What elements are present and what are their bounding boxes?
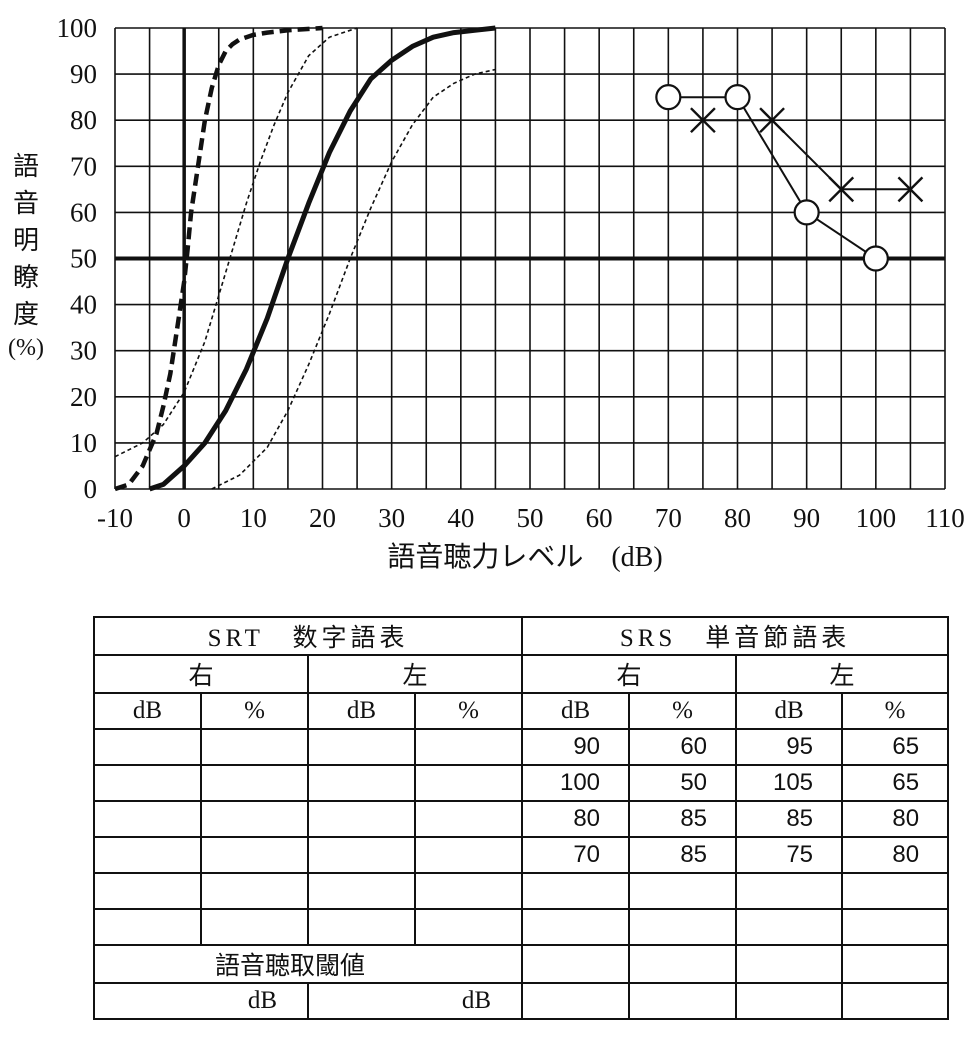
srs-right-pct: 85: [628, 836, 738, 874]
y-tick-label: 0: [84, 474, 98, 504]
srs-right-db: 90: [521, 728, 631, 766]
y-axis-label-char: 語: [12, 152, 39, 181]
results-table: SRT 数字語表 SRS 単音節語表 右 左 右 左 dB % dB % dB …: [92, 616, 950, 1020]
srs-right-pct: 60: [628, 728, 738, 766]
circle-marker-point: [793, 199, 820, 226]
x-tick-label: 110: [925, 503, 965, 533]
srs-right-header: 右: [521, 654, 738, 694]
table-row: 90 60 95 65: [93, 728, 950, 766]
y-axis-label-char: 瞭: [12, 263, 39, 292]
reference-curve-thin-dotted: [211, 68, 496, 490]
y-axis-label-char: 度: [12, 300, 39, 329]
table-row: 70 85 75 80: [93, 836, 950, 874]
y-tick-label: 90: [70, 59, 97, 89]
x-tick-label: 70: [655, 503, 682, 533]
cross-series-line: [702, 119, 911, 191]
x-tick-label: 90: [793, 503, 820, 533]
table-row: 100 50 105 65: [93, 764, 950, 802]
x-axis-label: 語音聴力レベル (dB): [387, 541, 662, 573]
x-tick-label: -10: [97, 503, 133, 533]
srs-left-pct: 80: [841, 836, 950, 874]
y-tick-label: 30: [70, 336, 97, 366]
srs-right-pct: 50: [628, 764, 738, 802]
threshold-left-db: dB: [306, 982, 524, 1020]
col-db-header: dB: [735, 692, 844, 730]
col-db-header: dB: [307, 692, 416, 730]
x-tick-label: 50: [517, 503, 544, 533]
y-tick-label: 100: [57, 13, 98, 43]
col-db-header: dB: [521, 692, 631, 730]
srs-left-db: 85: [735, 800, 844, 838]
table-row: 語音聴取閾値: [92, 944, 950, 984]
y-tick-label: 60: [70, 197, 97, 227]
x-tick-label: 80: [724, 503, 751, 533]
y-axis-unit: (%): [8, 335, 44, 361]
srs-left-pct: 65: [841, 728, 950, 766]
y-axis-label-char: 音: [12, 189, 39, 218]
circle-marker-point: [655, 84, 682, 111]
data-series: [655, 84, 924, 272]
circle-marker-point: [862, 245, 889, 272]
x-tick-label: 0: [177, 503, 191, 533]
x-tick-label: 20: [309, 503, 336, 533]
srs-left-db: 75: [735, 836, 844, 874]
col-pct-header: %: [841, 692, 950, 730]
x-tick-label: 60: [586, 503, 613, 533]
col-pct-header: %: [628, 692, 738, 730]
y-tick-label: 20: [70, 382, 97, 412]
srt-left-header: 左: [306, 654, 524, 694]
reference-curve-thin-dotted: [114, 27, 358, 458]
x-tick-label: 100: [856, 503, 897, 533]
srs-right-pct: 85: [628, 800, 738, 838]
y-tick-label: 50: [70, 244, 97, 274]
axis-ticks: -10 0 10 20 30 40 50 60 70 80 90 100 110010203040506…: [57, 13, 965, 533]
circle-marker-point: [724, 84, 751, 111]
table-row: 80 85 85 80: [93, 800, 950, 838]
threshold-label: 語音聴取閾値: [92, 944, 524, 984]
reference-curve-solid-thick: [148, 25, 496, 492]
y-axis-label-char: 明: [12, 226, 39, 255]
x-tick-label: 10: [240, 503, 267, 533]
srt-right-header: 右: [93, 654, 309, 694]
srs-left-db: 95: [735, 728, 844, 766]
srs-left-header: 左: [735, 654, 950, 694]
y-tick-label: 10: [70, 428, 97, 458]
srt-header: SRT 数字語表: [92, 616, 524, 656]
y-tick-label: 40: [70, 290, 97, 320]
circle-series-line: [668, 96, 877, 260]
srs-left-pct: 80: [841, 800, 950, 838]
srs-left-pct: 65: [841, 764, 950, 802]
cross-marker-point: [828, 176, 855, 203]
reference-curve-thick-dashed: [114, 25, 323, 492]
col-pct-header: %: [413, 692, 524, 730]
cross-marker-point: [690, 107, 716, 134]
table-row: [93, 908, 950, 946]
srs-right-db: 100: [521, 764, 631, 802]
table-row: dB dB: [93, 982, 950, 1020]
y-tick-label: 70: [70, 151, 97, 181]
y-axis-label: 語 音 明 瞭 度 (%): [6, 148, 46, 363]
srs-header: SRS 単音節語表: [521, 616, 950, 656]
srs-left-db: 105: [735, 764, 844, 802]
col-db-header: dB: [93, 692, 202, 730]
threshold-right-db: dB: [93, 982, 309, 1020]
table-row: [93, 872, 950, 910]
reference-curves: [114, 25, 496, 492]
srs-right-db: 80: [521, 800, 631, 838]
cross-marker-point: [759, 107, 785, 134]
srs-right-db: 70: [521, 836, 631, 874]
speech-audiogram-chart: -10 0 10 20 30 40 50 60 70 80 90 100 110010203040506…: [57, 13, 965, 573]
x-tick-label: 40: [447, 503, 474, 533]
x-tick-label: 30: [378, 503, 405, 533]
chart-grid: [114, 27, 946, 490]
col-pct-header: %: [200, 692, 309, 730]
y-tick-label: 80: [70, 105, 97, 135]
cross-marker-point: [897, 176, 924, 203]
